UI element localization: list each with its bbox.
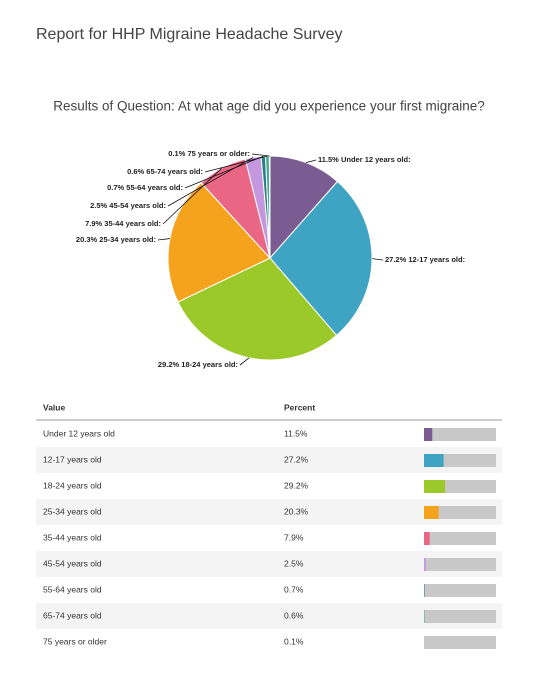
leader-line	[306, 160, 316, 163]
slice-label: 0.6% 65-74 years old:	[127, 167, 203, 176]
row-percent: 20.3%	[284, 506, 309, 516]
slice-label: 0.1% 75 years or older:	[168, 149, 250, 158]
slice-label: 0.7% 55-64 years old:	[107, 183, 183, 192]
bar-track	[424, 610, 496, 623]
slice-label: 27.2% 12-17 years old:	[385, 255, 465, 264]
chart-title: Results of Question: At what age did you…	[53, 99, 484, 114]
bar-fill	[424, 480, 445, 493]
report-title: Report for HHP Migraine Headache Survey	[36, 26, 343, 43]
row-percent: 29.2%	[284, 480, 309, 490]
bar-fill	[424, 428, 432, 441]
slice-category-label: 35-44 years old:	[104, 219, 161, 228]
row-value: 65-74 years old	[43, 610, 102, 620]
bar-track	[424, 584, 496, 597]
slice-category-label: 25-34 years old:	[99, 235, 156, 244]
bar-fill	[424, 454, 444, 467]
slice-value-label: 7.9%	[85, 219, 102, 228]
leader-line	[372, 259, 383, 260]
bar-fill	[424, 584, 425, 597]
bar-track	[424, 532, 496, 545]
row-value: 75 years or older	[43, 636, 107, 646]
slice-category-label: Under 12 years old:	[341, 155, 411, 164]
slice-category-label: 55-64 years old:	[126, 183, 183, 192]
slice-label: 11.5% Under 12 years old:	[318, 155, 411, 164]
slice-category-label: 45-54 years old:	[109, 201, 166, 210]
row-value: 25-34 years old	[43, 506, 102, 516]
row-percent: 2.5%	[284, 558, 304, 568]
slice-value-label: 20.3%	[76, 235, 98, 244]
row-percent: 27.2%	[284, 454, 309, 464]
slice-category-label: 75 years or older:	[187, 149, 250, 158]
row-percent: 11.5%	[284, 428, 308, 438]
slice-category-label: 12-17 years old:	[408, 255, 465, 264]
row-value: 55-64 years old	[43, 584, 102, 594]
slice-label: 20.3% 25-34 years old:	[76, 235, 156, 244]
row-value: 45-54 years old	[43, 558, 102, 568]
column-header: Value	[43, 402, 65, 412]
slice-category-label: 18-24 years old:	[181, 360, 238, 369]
slice-value-label: 29.2%	[158, 360, 180, 369]
bar-fill	[424, 506, 439, 519]
leader-line	[252, 154, 270, 156]
slice-label: 7.9% 35-44 years old:	[85, 219, 161, 228]
row-value: 12-17 years old	[43, 454, 102, 464]
column-header: Percent	[284, 402, 315, 412]
slice-value-label: 0.1%	[168, 149, 185, 158]
slice-value-label: 27.2%	[385, 255, 407, 264]
slice-label: 2.5% 45-54 years old:	[90, 201, 166, 210]
bar-fill	[424, 558, 426, 571]
bar-track	[424, 428, 496, 441]
row-value: 35-44 years old	[43, 532, 102, 542]
slice-category-label: 65-74 years old:	[146, 167, 203, 176]
slice-value-label: 11.5%	[318, 155, 339, 164]
bar-track	[424, 558, 496, 571]
bar-fill	[424, 532, 430, 545]
leader-line	[158, 239, 170, 240]
leader-line	[240, 358, 249, 365]
slice-value-label: 2.5%	[90, 201, 107, 210]
row-value: Under 12 years old	[43, 428, 115, 438]
slice-value-label: 0.6%	[127, 167, 144, 176]
bar-track	[424, 636, 496, 649]
row-percent: 7.9%	[284, 532, 304, 542]
slice-value-label: 0.7%	[107, 183, 124, 192]
pie-slice	[269, 156, 270, 258]
row-percent: 0.7%	[284, 584, 304, 594]
slice-label: 29.2% 18-24 years old:	[158, 360, 238, 369]
row-percent: 0.1%	[284, 636, 304, 646]
row-percent: 0.6%	[284, 610, 304, 620]
row-value: 18-24 years old	[43, 480, 102, 490]
